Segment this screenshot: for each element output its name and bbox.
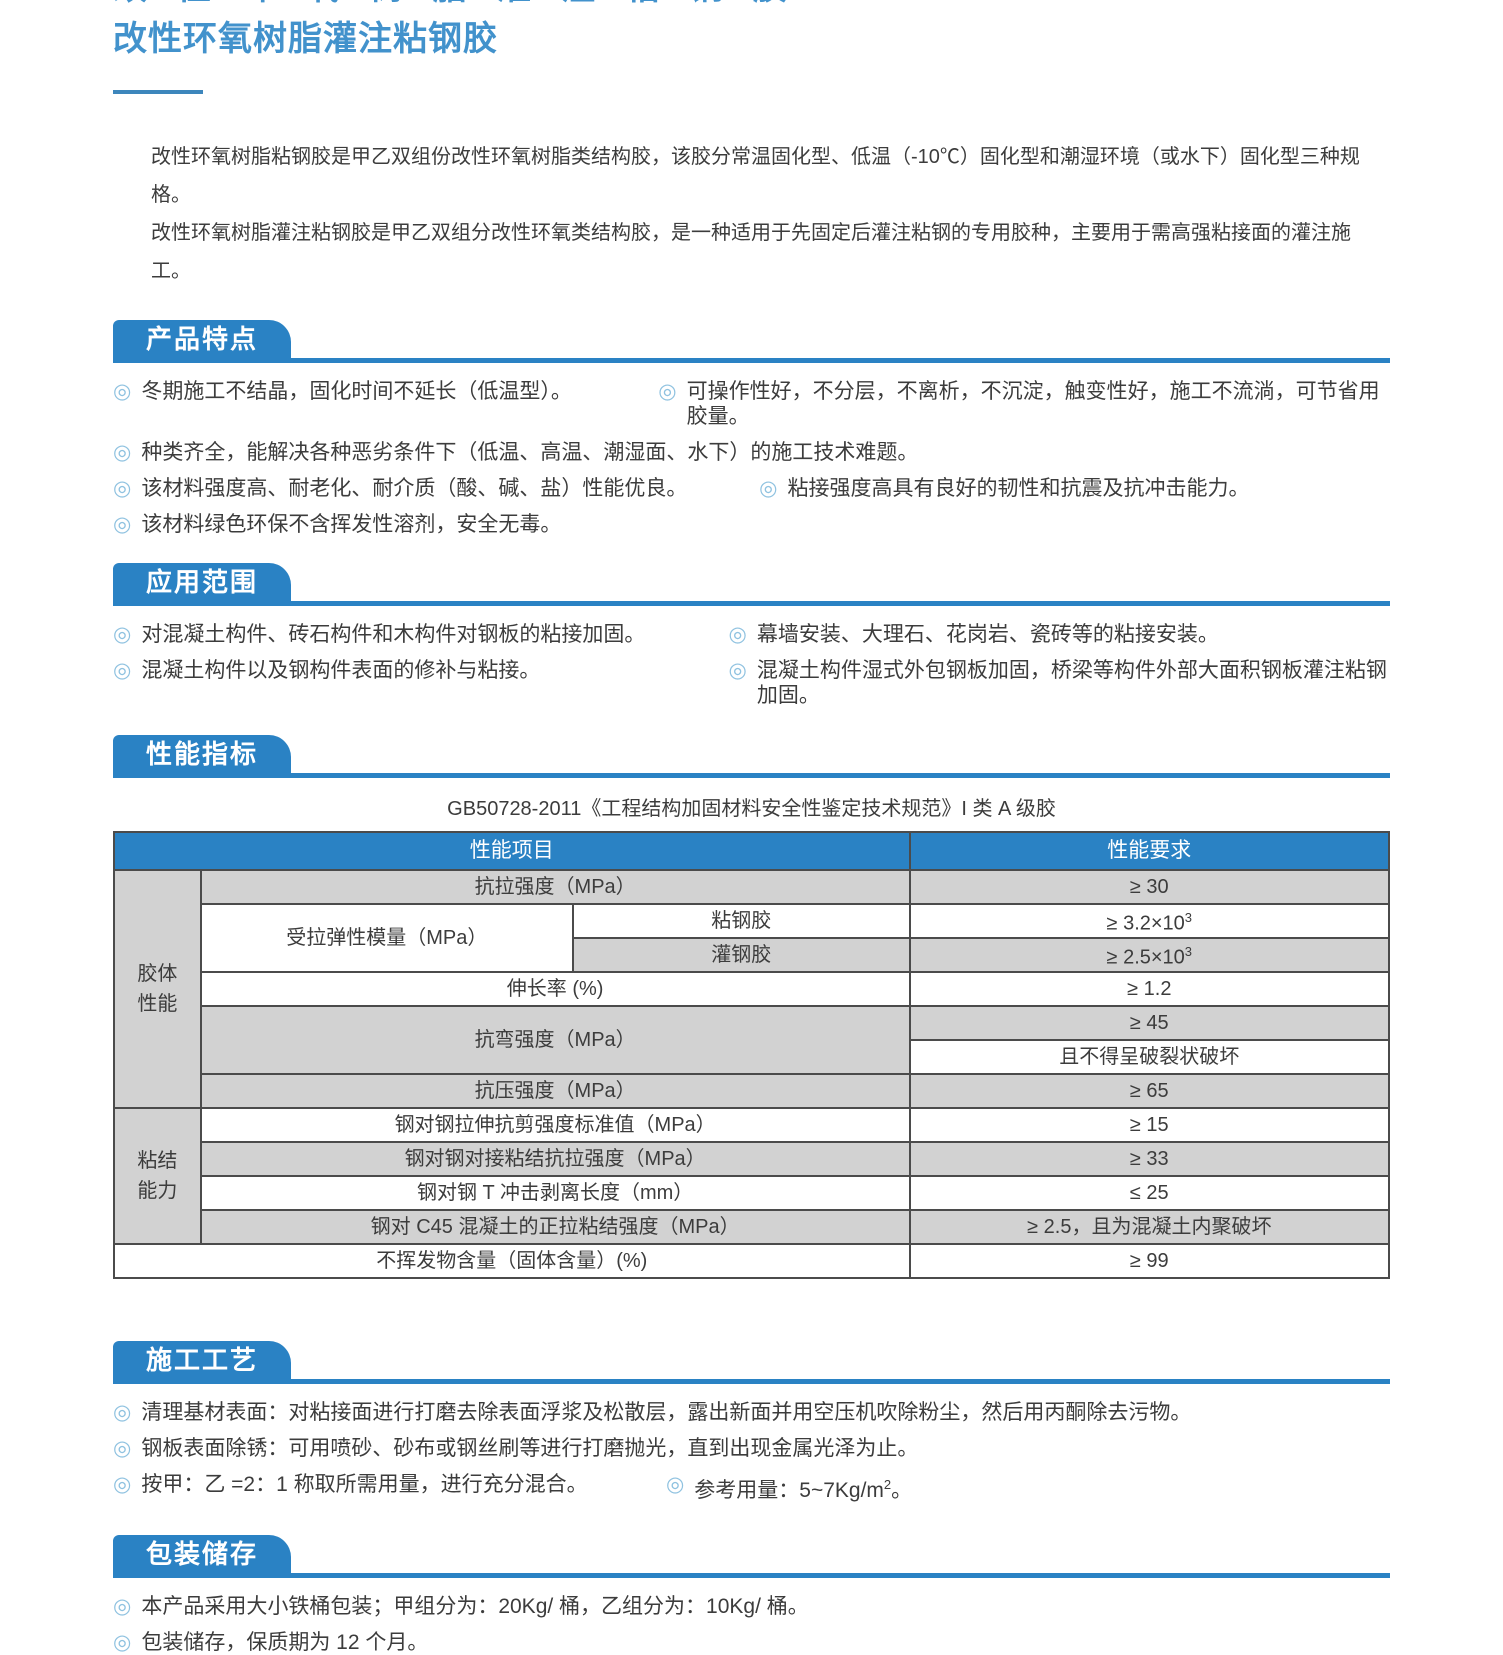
list-item-text: 钢板表面除锈：可用喷砂、砂布或钢丝刷等进行打磨抛光，直到出现金属光泽为止。 [141,1437,919,1460]
row-value: ≤ 25 [908,1175,1391,1211]
applications-list: ◎ 对混凝土构件、砖石构件和木构件对钢板的粘接加固。 ◎ 幕墙安装、大理石、花岗… [113,606,1390,708]
row-value: ≥ 1.2 [908,971,1391,1007]
row-label: 钢对 C45 混凝土的正拉粘结强度（MPa） [199,1209,911,1245]
list-item-text: 按甲：乙 =2：1 称取所需用量，进行充分混合。 [141,1473,588,1496]
list-item: ◎ 按甲：乙 =2：1 称取所需用量，进行充分混合。 [113,1472,666,1503]
column-header-item: 性能项目 [113,831,911,871]
list-item: ◎ 该材料绿色环保不含挥发性溶剂，安全无毒。 [113,512,561,537]
column-header-requirement: 性能要求 [908,831,1391,871]
list-item-text: 粘接强度高具有良好的韧性和抗震及抗冲击能力。 [787,477,1250,500]
bullet-icon: ◎ [113,1437,132,1460]
bullet-icon: ◎ [113,513,132,536]
list-item: ◎ 冬期施工不结晶，固化时间不延长（低温型）。 [113,379,658,429]
section-tab-construction: 施工工艺 [113,1341,291,1379]
bullet-icon: ◎ [759,477,778,500]
list-item-text: 混凝土构件湿式外包钢板加固，桥梁等构件外部大面积钢板灌注粘钢加固。 [756,659,1387,707]
row-group-bond: 粘结能力 [113,1107,202,1245]
list-item-text: 该材料强度高、耐老化、耐介质（酸、碱、盐）性能优良。 [141,477,688,500]
list-item: ◎ 该材料强度高、耐老化、耐介质（酸、碱、盐）性能优良。 [113,476,759,501]
row-value: 且不得呈破裂状破坏 [908,1039,1391,1075]
bullet-icon: ◎ [113,623,132,646]
cropped-top-text: 改性环氧树脂灌注粘钢胶 [113,0,1390,9]
row-value: ≥ 15 [908,1107,1391,1143]
storage-list: ◎ 本产品采用大小铁桶包装；甲组分为：20Kg/ 桶，乙组分为：10Kg/ 桶。… [113,1578,1390,1655]
row-value: ≥ 45 [908,1005,1391,1041]
list-item-text: 参考用量：5~7Kg/m2。 [694,1477,913,1502]
list-item-text: 对混凝土构件、砖石构件和木构件对钢板的粘接加固。 [141,623,646,646]
bullet-icon: ◎ [113,380,132,403]
section-tab-features: 产品特点 [113,320,291,358]
features-list: ◎ 冬期施工不结晶，固化时间不延长（低温型）。 ◎ 可操作性好，不分层，不离析，… [113,363,1390,537]
row-label: 钢对钢对接粘结抗拉强度（MPa） [199,1141,911,1177]
list-item: ◎ 可操作性好，不分层，不离析，不沉淀，触变性好，施工不流淌，可节省用胶量。 [658,379,1390,429]
section-header-performance: 性能指标 [113,735,1390,778]
intro-paragraph: 改性环氧树脂灌注粘钢胶是甲乙双组分改性环氧类结构胶，是一种适用于先固定后灌注粘钢… [151,222,1351,282]
list-item: ◎ 幕墙安装、大理石、花岗岩、瓷砖等的粘接安装。 [729,622,1219,647]
bullet-icon: ◎ [113,1401,132,1424]
row-label: 粘钢胶 [571,903,911,939]
row-value: ≥ 3.2×103 [908,903,1391,939]
bullet-icon: ◎ [665,1473,685,1496]
list-item-text: 本产品采用大小铁桶包装；甲组分为：20Kg/ 桶，乙组分为：10Kg/ 桶。 [141,1595,809,1618]
row-label: 钢对钢拉伸抗剪强度标准值（MPa） [199,1107,911,1143]
list-item: ◎ 包装储存，保质期为 12 个月。 [113,1630,428,1655]
row-value: ≥ 65 [908,1073,1391,1109]
bullet-icon: ◎ [113,477,132,500]
construction-list: ◎ 清理基材表面：对粘接面进行打磨去除表面浮浆及松散层，露出新面并用空压机吹除粉… [113,1384,1390,1503]
row-group-body: 胶体性能 [113,869,202,1109]
row-label: 钢对钢 T 冲击剥离长度（mm） [199,1175,911,1211]
section-tab-applications: 应用范围 [113,563,291,601]
title-underline [113,90,203,94]
list-item: ◎ 混凝土构件湿式外包钢板加固，桥梁等构件外部大面积钢板灌注粘钢加固。 [729,658,1391,708]
list-item: ◎ 种类齐全，能解决各种恶劣条件下（低温、高温、潮湿面、水下）的施工技术难题。 [113,440,918,465]
row-value: ≥ 2.5×103 [908,937,1391,973]
list-item-text: 可操作性好，不分层，不离析，不沉淀，触变性好，施工不流淌，可节省用胶量。 [686,380,1380,428]
row-label: 抗拉强度（MPa） [199,869,911,905]
bullet-icon: ◎ [113,1473,132,1496]
table-caption: GB50728-2011《工程结构加固材料安全性鉴定技术规范》I 类 A 级胶 [447,798,1056,820]
row-label: 伸长率 (%) [199,971,911,1007]
section-header-features: 产品特点 [113,320,1390,363]
bullet-icon: ◎ [658,380,677,403]
bullet-icon: ◎ [113,441,132,464]
list-item: ◎ 对混凝土构件、砖石构件和木构件对钢板的粘接加固。 [113,622,729,647]
row-label: 受拉弹性模量（MPa） [199,903,574,973]
list-item: ◎ 参考用量：5~7Kg/m2。 [666,1472,912,1503]
row-value: ≥ 99 [908,1243,1391,1279]
bullet-icon: ◎ [113,659,132,682]
section-header-storage: 包装储存 [113,1535,1390,1578]
list-item: ◎ 粘接强度高具有良好的韧性和抗震及抗冲击能力。 [759,476,1249,501]
list-item-text: 种类齐全，能解决各种恶劣条件下（低温、高温、潮湿面、水下）的施工技术难题。 [141,441,919,464]
row-label: 抗压强度（MPa） [199,1073,911,1109]
row-label: 灌钢胶 [571,937,911,973]
list-item: ◎ 本产品采用大小铁桶包装；甲组分为：20Kg/ 桶，乙组分为：10Kg/ 桶。 [113,1594,809,1619]
list-item-text: 该材料绿色环保不含挥发性溶剂，安全无毒。 [141,513,562,536]
row-label: 抗弯强度（MPa） [199,1005,911,1075]
section-header-construction: 施工工艺 [113,1341,1390,1384]
bullet-icon: ◎ [113,1595,132,1618]
list-item: ◎ 混凝土构件以及钢构件表面的修补与粘接。 [113,658,729,708]
row-value: ≥ 33 [908,1141,1391,1177]
section-tab-storage: 包装储存 [113,1535,291,1573]
list-item-text: 幕墙安装、大理石、花岗岩、瓷砖等的粘接安装。 [756,623,1219,646]
row-value: ≥ 30 [908,869,1391,905]
row-label: 不挥发物含量（固体含量）(%) [113,1243,911,1279]
row-value: ≥ 2.5，且为混凝土内聚破坏 [908,1209,1391,1245]
list-item-text: 混凝土构件以及钢构件表面的修补与粘接。 [141,659,541,682]
section-tab-performance: 性能指标 [113,735,291,773]
section-header-applications: 应用范围 [113,563,1390,606]
list-item: ◎ 清理基材表面：对粘接面进行打磨去除表面浮浆及松散层，露出新面并用空压机吹除粉… [113,1400,1191,1425]
list-item-text: 冬期施工不结晶，固化时间不延长（低温型）。 [141,380,572,403]
page-title: 改性环氧树脂灌注粘钢胶 [113,20,498,58]
intro-paragraph: 改性环氧树脂粘钢胶是甲乙双组份改性环氧树脂类结构胶，该胶分常温固化型、低温（-1… [151,146,1360,206]
intro-paragraphs: 改性环氧树脂粘钢胶是甲乙双组份改性环氧树脂类结构胶，该胶分常温固化型、低温（-1… [113,138,1390,290]
bullet-icon: ◎ [728,623,747,646]
bullet-icon: ◎ [113,1631,132,1654]
list-item-text: 包装储存，保质期为 12 个月。 [141,1631,429,1654]
performance-table: 性能项目 性能要求 胶体性能 抗拉强度（MPa） ≥ 30 受拉弹性模量（MPa… [113,831,1391,1279]
bullet-icon: ◎ [728,659,747,682]
list-item-text: 清理基材表面：对粘接面进行打磨去除表面浮浆及松散层，露出新面并用空压机吹除粉尘，… [141,1401,1192,1424]
list-item: ◎ 钢板表面除锈：可用喷砂、砂布或钢丝刷等进行打磨抛光，直到出现金属光泽为止。 [113,1436,918,1461]
